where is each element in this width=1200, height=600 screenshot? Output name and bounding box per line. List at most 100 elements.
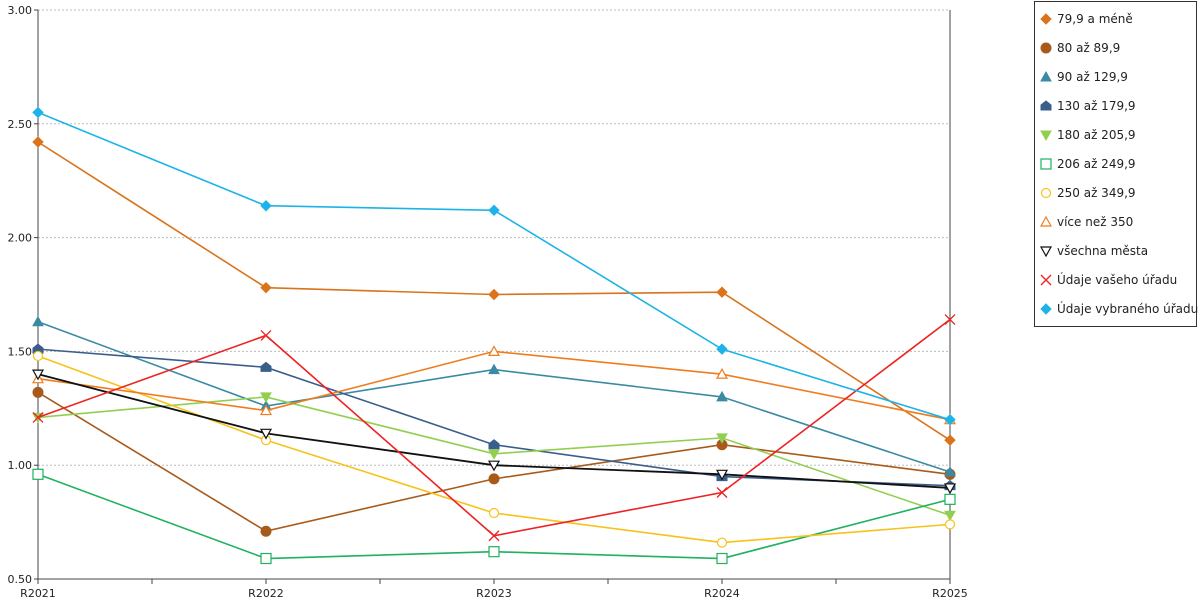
x-tick-label: R2021 <box>20 587 56 600</box>
marker-cross-stroke <box>1040 274 1052 286</box>
x-tick-label: R2023 <box>476 587 512 600</box>
legend-label: 250 až 349,9 <box>1057 186 1136 200</box>
legend-item: 130 až 179,9 <box>1039 96 1136 116</box>
marker-triangle-down <box>944 510 956 522</box>
gridlines <box>38 9 950 466</box>
marker-square-open <box>1040 158 1052 170</box>
series-10 <box>32 314 956 542</box>
marker-triangle-down <box>716 433 728 444</box>
marker-cross <box>32 411 44 423</box>
marker-square-open <box>716 552 728 565</box>
marker-diamond <box>488 288 500 301</box>
marker-triangle-up <box>32 315 44 327</box>
marker-cross-stroke <box>260 330 272 341</box>
marker-cross-stroke <box>944 314 956 325</box>
marker-cross <box>944 314 956 325</box>
legend-label: 180 až 205,9 <box>1057 128 1136 142</box>
legend-item: 90 až 129,9 <box>1039 67 1128 87</box>
legend-label: všechna města <box>1057 244 1149 258</box>
marker-cross <box>488 530 500 542</box>
marker-circle-open <box>944 519 956 530</box>
marker-pentagon <box>1040 100 1052 111</box>
marker-triangle-down <box>1040 130 1052 142</box>
marker-triangle-up <box>716 390 728 402</box>
marker-triangle-down-open <box>943 483 957 495</box>
series-9 <box>31 369 957 495</box>
y-tick-label: 2.50 <box>8 118 33 131</box>
series-8 <box>31 345 957 425</box>
legend-label: 80 až 89,9 <box>1057 41 1121 55</box>
legend-marker-icon <box>1040 303 1052 315</box>
legend-label: 79,9 a méně <box>1057 12 1133 26</box>
marker-circle <box>1040 42 1052 54</box>
marker-diamond <box>716 286 728 298</box>
legend-label: 90 až 129,9 <box>1057 70 1128 84</box>
marker-circle <box>32 386 44 398</box>
marker-triangle-up-open <box>1039 215 1053 227</box>
series-6 <box>32 468 956 565</box>
marker-triangle-down-open <box>31 369 45 381</box>
legend-label: více než 350 <box>1057 215 1134 229</box>
y-tick-label: 1.50 <box>8 345 33 358</box>
marker-triangle-down <box>488 449 500 460</box>
legend-marker-icon <box>1040 70 1052 82</box>
marker-diamond <box>1040 13 1052 25</box>
y-tick-label: 3.00 <box>8 4 33 17</box>
marker-triangle-up <box>1040 70 1052 82</box>
x-tick-label: R2025 <box>932 587 968 600</box>
marker-cross <box>716 487 728 498</box>
legend-item: 80 až 89,9 <box>1039 38 1120 58</box>
marker-triangle-up-open <box>487 345 501 356</box>
legend-item: 180 až 205,9 <box>1039 125 1136 145</box>
legend-marker-icon <box>1040 158 1052 170</box>
marker-diamond <box>260 281 272 294</box>
marker-square-open <box>944 493 956 505</box>
legend-marker-icon <box>1039 246 1053 258</box>
series-layer <box>31 106 957 565</box>
marker-circle <box>488 473 500 485</box>
legend-item: 250 až 349,9 <box>1039 183 1136 203</box>
marker-square-open <box>260 552 272 565</box>
marker-triangle-down-open <box>1039 246 1053 258</box>
y-tick-label: 1.00 <box>8 459 33 472</box>
marker-circle-open <box>32 350 44 362</box>
marker-diamond <box>1040 303 1052 315</box>
marker-square-open <box>488 546 500 558</box>
series-3 <box>32 315 956 477</box>
marker-circle-open <box>488 507 500 519</box>
legend-marker-icon <box>1040 130 1052 142</box>
marker-triangle-up-open <box>259 404 273 416</box>
marker-circle <box>260 525 272 537</box>
marker-triangle-up <box>944 465 956 477</box>
legend-item: 206 až 249,9 <box>1039 154 1136 174</box>
line-chart: 0.50 1.00 1.50 2.00 2.50 3.00 R2021 R2022 R2023… <box>8 4 968 600</box>
marker-diamond <box>944 434 956 446</box>
marker-pentagon <box>488 439 500 450</box>
marker-diamond <box>944 413 956 426</box>
legend-marker-icon <box>1040 187 1052 199</box>
marker-cross-stroke <box>488 530 500 542</box>
legend-label: 130 až 179,9 <box>1057 99 1136 113</box>
legend-label: 206 až 249,9 <box>1057 157 1136 171</box>
legend-marker-icon <box>1040 13 1052 25</box>
marker-diamond <box>32 106 44 119</box>
marker-square-open <box>32 468 44 480</box>
legend: 79,9 a méně 80 až 89,9 90 až 129,9 130 až 1… <box>1034 1 1198 327</box>
legend-item: Údaje vybraného úřadu <box>1039 299 1198 319</box>
legend-item: Údaje vašeho úřadu <box>1039 270 1177 290</box>
y-tick-label: 2.00 <box>8 232 33 245</box>
series-11 <box>32 106 956 426</box>
marker-diamond <box>32 136 44 148</box>
series-1 <box>32 136 956 446</box>
marker-cross <box>1040 274 1052 286</box>
marker-diamond <box>488 204 500 216</box>
marker-triangle-up-open <box>715 367 729 379</box>
y-axis-ticks: 0.50 1.00 1.50 2.00 2.50 3.00 <box>8 4 38 586</box>
marker-cross-stroke <box>716 487 728 498</box>
legend-marker-icon <box>1039 215 1053 227</box>
legend-label: Údaje vybraného úřadu <box>1057 302 1199 316</box>
marker-triangle-down-open <box>715 469 729 481</box>
marker-triangle-down-open <box>487 460 501 472</box>
series-5 <box>32 392 956 522</box>
marker-triangle-down-open <box>259 428 273 440</box>
